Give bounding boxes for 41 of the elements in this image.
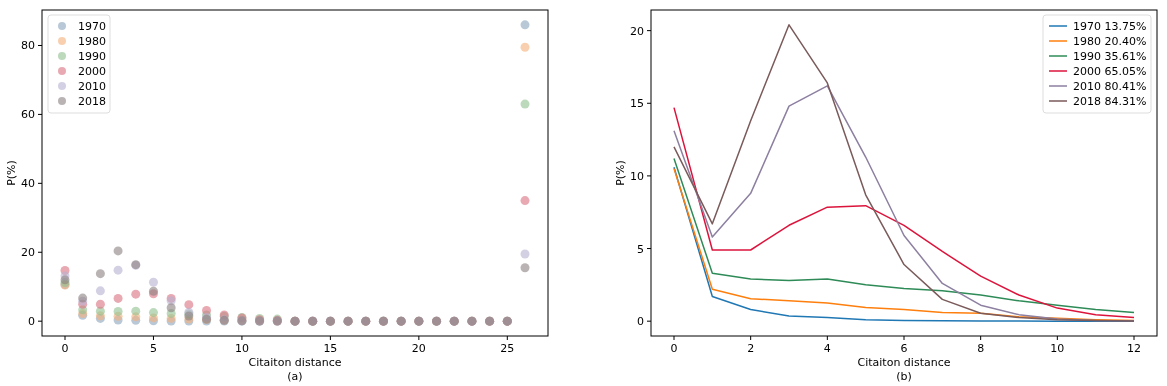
x-tick-label: 12: [1127, 342, 1141, 355]
x-tick-label: 0: [670, 342, 678, 355]
legend-label: 2000: [78, 65, 106, 78]
x-tick-label: 5: [149, 342, 157, 355]
text: (b): [896, 370, 912, 383]
y-tick-label: 0: [637, 315, 644, 329]
y-tick-label: 0: [28, 315, 35, 329]
legend-label: 1990 35.61%: [1073, 50, 1147, 63]
x-tick-label: 10: [234, 342, 249, 355]
text: (a): [287, 370, 303, 383]
x-tick-label: 20: [411, 342, 426, 355]
y-axis-title: P(%): [5, 160, 18, 186]
legend-label: 1970 13.75%: [1073, 20, 1147, 33]
y-tick-label: 20: [630, 24, 644, 38]
y-tick-label: 20: [21, 246, 35, 260]
y-tick-label: 40: [21, 177, 35, 191]
y-tick-label: 5: [637, 242, 644, 256]
legend-label: 1970: [78, 20, 106, 33]
x-axis-title: Citaiton distance: [248, 356, 342, 369]
x-tick-label: 6: [900, 342, 908, 355]
x-tick-label: 25: [500, 342, 515, 355]
x-tick-label: 10: [1050, 342, 1065, 355]
legend-label: 1980: [78, 35, 106, 48]
y-tick-label: 15: [630, 97, 644, 111]
legend-label: 1990: [78, 50, 106, 63]
x-axis-title: Citaiton distance: [857, 356, 951, 369]
y-tick-label: 80: [21, 39, 35, 53]
legend-label: 2010: [78, 80, 106, 93]
x-tick-label: 8: [977, 342, 985, 355]
x-tick-label: 15: [323, 342, 338, 355]
legend-label: 1980 20.40%: [1073, 35, 1147, 48]
y-tick-label: 60: [21, 108, 35, 122]
legend-label: 2000 65.05%: [1073, 65, 1147, 78]
y-axis-title: P(%): [614, 160, 627, 186]
x-tick-label: 0: [61, 342, 69, 355]
legend-label: 2018 84.31%: [1073, 95, 1147, 108]
x-tick-label: 2: [747, 342, 755, 355]
legend-label: 2010 80.41%: [1073, 80, 1147, 93]
x-tick-label: 4: [823, 342, 831, 355]
y-tick-label: 10: [630, 169, 644, 183]
legend-label: 2018: [78, 95, 106, 108]
